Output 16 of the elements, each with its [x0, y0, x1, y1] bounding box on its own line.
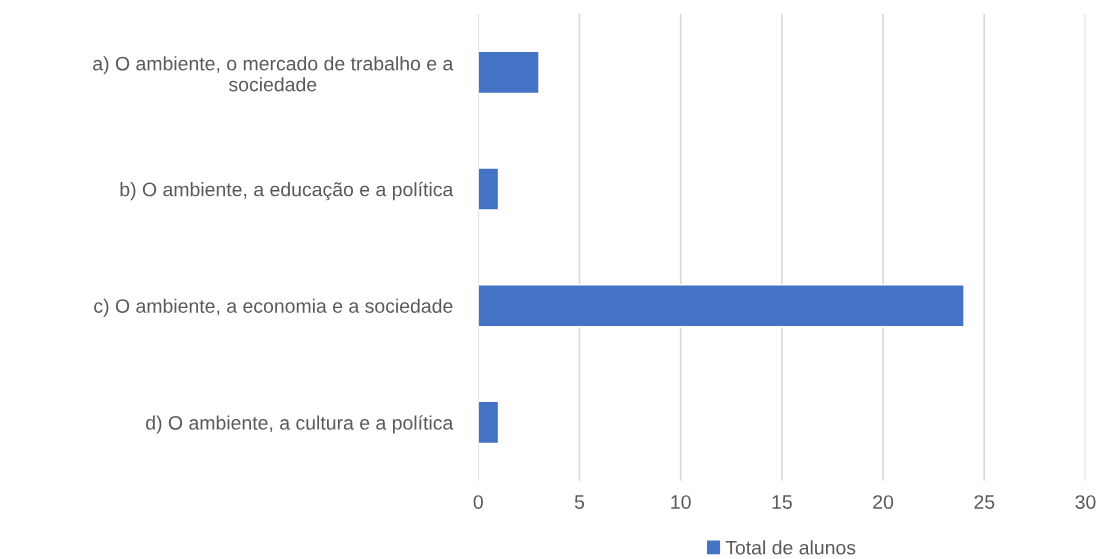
x-tick-label: 30 — [1075, 495, 1096, 509]
legend-label: Total de alunos — [725, 540, 856, 555]
y-tick-label: d) O ambiente, a cultura e a política — [146, 415, 454, 434]
bar — [478, 50, 540, 95]
bar — [478, 167, 500, 211]
y-tick-label: c) O ambiente, a economia e a sociedade — [94, 298, 453, 317]
y-tick-label: a) O ambiente, o mercado de trabalho e a sociedade — [93, 56, 454, 92]
bar — [478, 284, 965, 328]
x-tick-label: 10 — [671, 495, 691, 509]
x-tick-label: 15 — [772, 495, 792, 509]
x-tick-label: 20 — [873, 495, 894, 509]
x-tick-label: 5 — [574, 495, 585, 509]
bar — [478, 400, 500, 445]
x-tick-label: 25 — [974, 495, 995, 509]
x-tick-label: 0 — [473, 495, 483, 509]
y-tick-label: b) O ambiente, a educação e a política — [120, 181, 454, 201]
